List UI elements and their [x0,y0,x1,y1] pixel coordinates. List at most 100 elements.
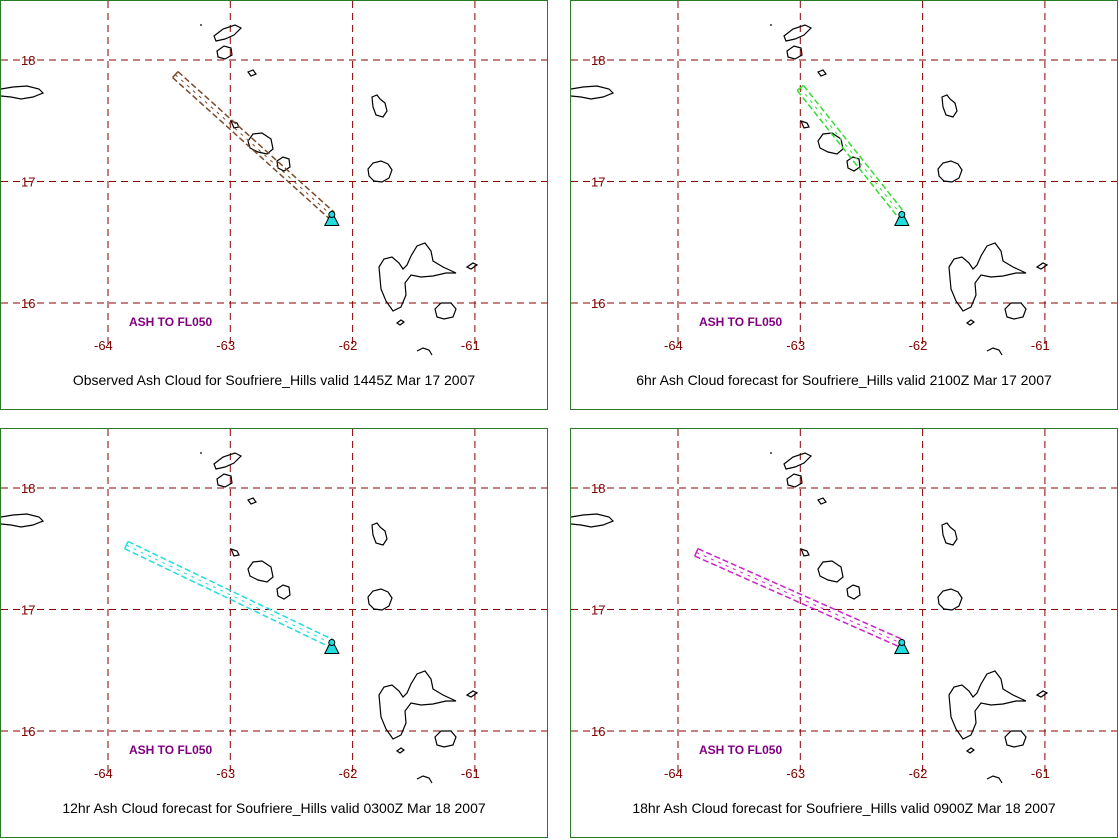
lat-tick-label: 16 [21,724,35,739]
volcano-icon [893,638,910,655]
ash-plume-edge [177,71,335,214]
island-outline [786,45,803,60]
lon-tick-label: -63 [216,338,235,353]
ash-level-label: ASH TO FL050 [129,315,212,329]
island-outline [434,730,457,748]
lat-tick-label: 17 [591,603,605,618]
island-outline [948,242,1027,312]
lat-tick-label: 17 [21,175,35,190]
ash-plume [796,84,906,219]
island-outline [378,242,457,312]
ash-plume-axis [126,544,333,644]
lon-tick-label: -63 [786,766,805,781]
island-outline [799,120,810,129]
lat-tick-label: 17 [21,603,35,618]
ash-level-label: ASH TO FL050 [699,743,782,757]
volcano-summit-icon [328,639,336,647]
island-outline [571,513,615,528]
lon-tick-label: -61 [1031,338,1050,353]
lon-tick-label: -63 [216,766,235,781]
coastlines [571,452,1049,784]
ash-plume-edge [124,548,331,648]
island-outline [783,452,813,470]
island-outline [948,670,1027,740]
island-outline [786,473,803,488]
volcano-icon [893,210,910,227]
island-outline [937,160,963,183]
island-outline [1004,730,1027,748]
lon-tick-label: -62 [909,338,928,353]
island-outline [817,560,844,583]
ash-plume-edge [127,540,334,641]
island-outline [817,69,827,77]
lon-tick-label: -61 [461,766,480,781]
island-outline [371,522,388,546]
ash-plume-edge [694,555,901,648]
ash-plume [172,71,335,220]
lon-tick-label: -63 [786,338,805,353]
panel-caption: 6hr Ash Cloud forecast for Soufriere_Hil… [636,372,1052,388]
lat-tick-label: 18 [21,53,35,68]
grid-lines [571,429,1117,774]
ash-plume-axis [799,87,903,216]
island-outline [965,747,976,754]
island-outline [941,522,958,546]
lat-tick-label: 16 [591,296,605,311]
lon-tick-label: -62 [339,338,358,353]
volcano-summit-icon [328,211,336,219]
lon-tick-label: -61 [1031,766,1050,781]
island-outline [465,262,479,270]
lon-tick-label: -62 [339,766,358,781]
island-outline [937,588,963,611]
island-outline [371,94,388,118]
map-forecast-18hr: 18 17 16 -64 -63 -62 -61 ASH TO FL050 [571,429,1117,784]
ash-level-label: ASH TO FL050 [129,743,212,757]
map-forecast-12hr: 18 17 16 -64 -63 -62 -61 ASH TO FL050 [1,429,547,784]
island-outline [1,513,45,528]
panel-caption: 12hr Ash Cloud forecast for Soufriere_Hi… [62,800,486,816]
grid-lines [571,1,1117,346]
ash-plume-edge [697,548,904,641]
lat-tick-label: 16 [591,724,605,739]
ash-plume-axis [696,551,903,644]
coastlines [1,452,479,784]
panel-caption: Observed Ash Cloud for Soufriere_Hills v… [72,372,476,388]
lat-tick-label: 17 [591,175,605,190]
island-outline [1035,690,1049,698]
island-outline [941,94,958,118]
panel-observed: 18 17 16 -64 -63 -62 -61 ASH TO FL050 Observed … [0,0,548,410]
lat-tick-label: 18 [21,481,35,496]
island-outline [247,560,274,583]
island-outline [395,747,406,754]
lon-tick-label: -61 [461,338,480,353]
ash-plume [694,548,904,648]
panel-forecast-12hr: 18 17 16 -64 -63 -62 -61 ASH TO FL050 12hr Ash … [0,428,548,838]
island-outline [416,775,433,784]
island-outline [276,584,291,600]
island-outline [986,775,1003,784]
lon-tick-label: -64 [94,766,113,781]
volcano-summit-icon [898,211,906,219]
island-outline [216,473,233,488]
island-outline [216,45,233,60]
island-outline [846,584,861,600]
coastlines [1,24,479,356]
ash-plume-cap [172,71,179,79]
island-outline [247,497,257,505]
panel-caption: 18hr Ash Cloud forecast for Soufriere_Hi… [632,800,1056,816]
volcano-summit-icon [898,639,906,647]
island-outline [986,347,1003,356]
grid-lines [1,429,547,774]
volcano-icon [323,638,340,655]
lon-tick-label: -64 [664,766,683,781]
lon-tick-label: -64 [664,338,683,353]
island-outline [416,347,433,356]
island-outline [846,156,861,172]
island-outline [229,548,240,557]
island-outline [378,670,457,740]
volcano-icon [323,210,340,227]
island-outline [213,452,243,470]
island-outline [783,24,813,42]
ash-plume [123,540,334,648]
ash-plume-edge [796,89,900,219]
